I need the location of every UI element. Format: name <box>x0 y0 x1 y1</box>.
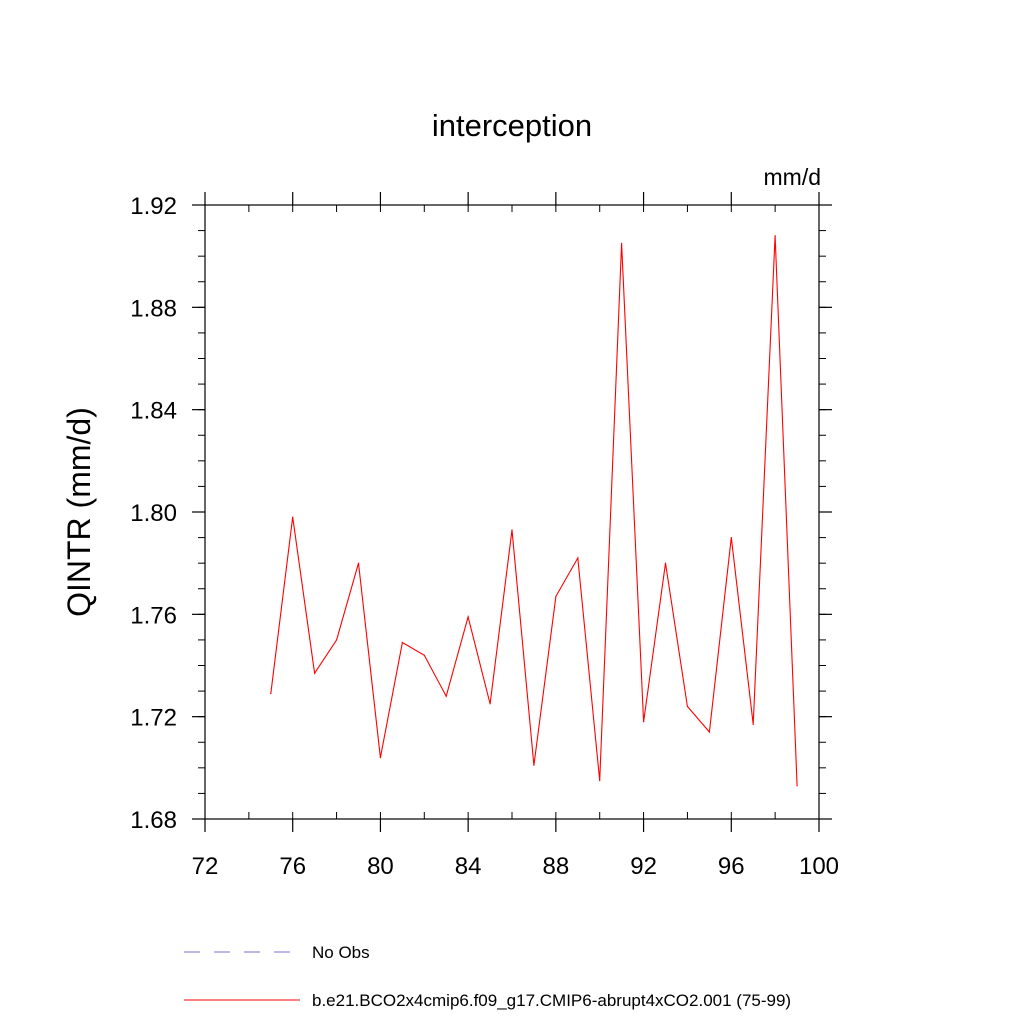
data-point <box>489 703 491 705</box>
x-tick-label: 76 <box>279 853 306 880</box>
legend-label-series: b.e21.BCO2x4cmip6.f09_g17.CMIP6-abrupt4x… <box>312 991 791 1010</box>
data-point <box>730 536 732 539</box>
legend: No Obs b.e21.BCO2x4cmip6.f09_g17.CMIP6-a… <box>184 943 791 1010</box>
data-point <box>555 595 557 598</box>
data-point <box>314 672 316 674</box>
data-point <box>686 705 689 708</box>
data-point <box>752 723 754 725</box>
data-point <box>774 235 776 237</box>
series-line <box>270 235 798 786</box>
x-tick-label: 72 <box>192 853 219 880</box>
y-tick-label: 1.92 <box>130 193 177 220</box>
data-point <box>423 654 425 656</box>
series-layer <box>270 235 798 787</box>
data-point <box>796 785 798 787</box>
data-point <box>357 562 360 564</box>
y-tick-label: 1.80 <box>130 500 177 527</box>
data-point <box>467 616 469 618</box>
y-tick-label: 1.84 <box>130 398 177 425</box>
y-tick-label: 1.72 <box>130 705 177 732</box>
data-point <box>599 780 601 782</box>
data-point <box>445 695 447 697</box>
legend-label-no-obs: No Obs <box>312 943 370 962</box>
data-point <box>511 529 513 531</box>
y-tick-label: 1.76 <box>130 602 177 629</box>
x-tick-label: 92 <box>630 853 657 880</box>
data-point <box>621 242 623 244</box>
x-tick-label: 96 <box>718 853 745 880</box>
units-label: mm/d <box>764 164 822 190</box>
x-tick-label: 100 <box>799 853 839 880</box>
y-tick-label: 1.88 <box>130 295 177 322</box>
plot-frame <box>204 204 820 820</box>
data-point <box>577 557 579 559</box>
chart-title: interception <box>432 108 592 143</box>
y-tick-label: 1.68 <box>130 807 177 834</box>
data-point <box>642 721 645 723</box>
x-tick-label: 88 <box>543 853 570 880</box>
axis-ticks: 72 76 80 84 88 92 96 100 1.68 1.72 1.76 1.80 1.84 1.8… <box>130 192 839 880</box>
data-point <box>379 757 382 759</box>
data-point <box>292 516 294 518</box>
data-point <box>533 764 535 766</box>
data-point <box>335 639 338 641</box>
data-point <box>401 641 403 644</box>
y-axis-label: QINTR (mm/d) <box>61 407 97 617</box>
data-point <box>664 562 667 564</box>
x-tick-label: 84 <box>455 853 482 880</box>
data-point <box>270 693 272 695</box>
x-tick-label: 80 <box>367 853 394 880</box>
data-point <box>708 731 710 733</box>
